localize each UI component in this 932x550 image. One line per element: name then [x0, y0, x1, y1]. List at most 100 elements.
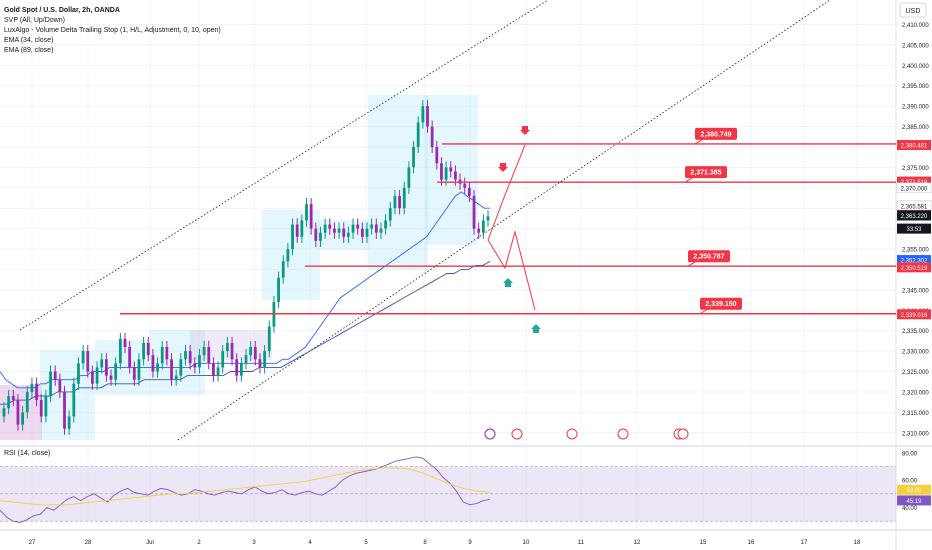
candle-body: [118, 338, 122, 364]
candle-body: [198, 355, 201, 368]
candle-body: [156, 363, 159, 372]
x-tick-label: 15: [700, 540, 707, 546]
candle-body: [137, 359, 141, 380]
candle-body: [165, 347, 169, 360]
candle-body: [467, 187, 471, 196]
candle-body: [146, 342, 150, 356]
x-tick-label: 9: [468, 540, 472, 546]
y-tick-label: 2,410.000: [902, 23, 929, 29]
candle-body: [286, 249, 290, 262]
level-label-box: [685, 166, 727, 179]
channel-upper: [19, 0, 549, 331]
candle-body: [160, 347, 164, 364]
y-tick-label: 2,395.000: [902, 84, 929, 90]
candle-body: [235, 359, 239, 376]
candle-body: [277, 277, 280, 303]
level-label-box: [700, 297, 742, 310]
candle-body: [123, 338, 127, 348]
candle-body: [398, 195, 401, 209]
profile-box: [368, 95, 428, 270]
y-tick-label: 2,405.000: [902, 43, 929, 49]
candle-body: [337, 228, 341, 233]
candle-body: [463, 183, 467, 188]
candle-body: [267, 326, 271, 352]
rsi-line: [0, 456, 491, 523]
level-label-box: [688, 250, 730, 263]
y-tick-label: 2,310.000: [902, 431, 929, 437]
candle-body: [291, 224, 294, 250]
candle-body: [379, 228, 383, 233]
candle-body: [49, 371, 52, 397]
candle-body: [440, 163, 443, 180]
currency-label: USD: [906, 8, 921, 15]
y-tick-label: 2,390.000: [902, 105, 929, 111]
candle-body: [328, 224, 332, 229]
candle-body: [67, 416, 71, 429]
candle-body: [225, 342, 229, 352]
candle-body: [109, 375, 113, 380]
arrow-down-icon: [498, 163, 508, 172]
candle-body: [356, 224, 360, 229]
level-label: 2,350.787: [693, 254, 724, 261]
y-tick-label: 2,400.000: [902, 64, 929, 70]
y-tick-label: 2,325.000: [902, 370, 929, 376]
candle-body: [72, 383, 76, 417]
candle-body: [295, 224, 299, 237]
x-tick-label: 5: [364, 540, 368, 546]
candle-body: [128, 347, 132, 368]
candle-body: [114, 363, 118, 380]
rsi-badge-label: 45.19: [906, 499, 922, 505]
y-tick-label: 2,330.000: [902, 350, 929, 356]
candle-body: [333, 228, 336, 233]
event-icon: [511, 428, 523, 440]
rsi-ma-line: [0, 467, 491, 506]
candle-body: [30, 383, 34, 392]
candle-body: [44, 396, 48, 417]
candle-body: [244, 355, 248, 364]
candle-body: [481, 220, 485, 233]
candle-body: [365, 228, 369, 237]
candle-body: [2, 408, 6, 417]
y-tick-label: 2,345.000: [902, 288, 929, 294]
candle-body: [7, 396, 11, 409]
candle-body: [188, 351, 192, 364]
candle-body: [319, 232, 322, 241]
candle-body: [402, 187, 406, 209]
candle-body: [314, 228, 318, 241]
candle-body: [421, 106, 425, 123]
candle-body: [104, 359, 108, 376]
candle-body: [351, 224, 355, 233]
candle-body: [281, 261, 285, 278]
candle-body: [230, 342, 234, 360]
x-tick-label: 16: [748, 540, 755, 546]
candle-body: [472, 195, 476, 229]
axis-badge-label: 2,380.481: [901, 144, 928, 150]
candle-body: [449, 167, 453, 172]
candle-body: [426, 106, 429, 127]
axis-badge-label: 2,370.000: [901, 186, 928, 192]
event-icon: [677, 428, 689, 440]
candle-body: [170, 359, 173, 380]
arrow-down-icon: [520, 126, 530, 135]
rsi-tick-label: 40.00: [902, 506, 918, 512]
candle-body: [11, 396, 15, 401]
candle-body: [309, 204, 313, 229]
x-tick-label: 18: [854, 540, 861, 546]
candle-body: [77, 363, 80, 384]
candle-body: [360, 228, 364, 237]
arrow-up-icon: [503, 278, 513, 287]
rsi-tick-label: 60.00: [902, 479, 918, 485]
candle-body: [179, 359, 183, 376]
scenario-path: [487, 230, 536, 311]
candle-body: [305, 204, 308, 221]
candle-body: [95, 367, 99, 384]
candle-body: [486, 216, 490, 221]
candle-body: [221, 351, 225, 368]
level-label: 2,380.749: [700, 131, 731, 138]
indicator-ema34: EMA (34, close): [4, 37, 53, 44]
candle-body: [212, 363, 215, 376]
candle-body: [207, 347, 211, 364]
currency-selector[interactable]: USD: [899, 2, 927, 18]
